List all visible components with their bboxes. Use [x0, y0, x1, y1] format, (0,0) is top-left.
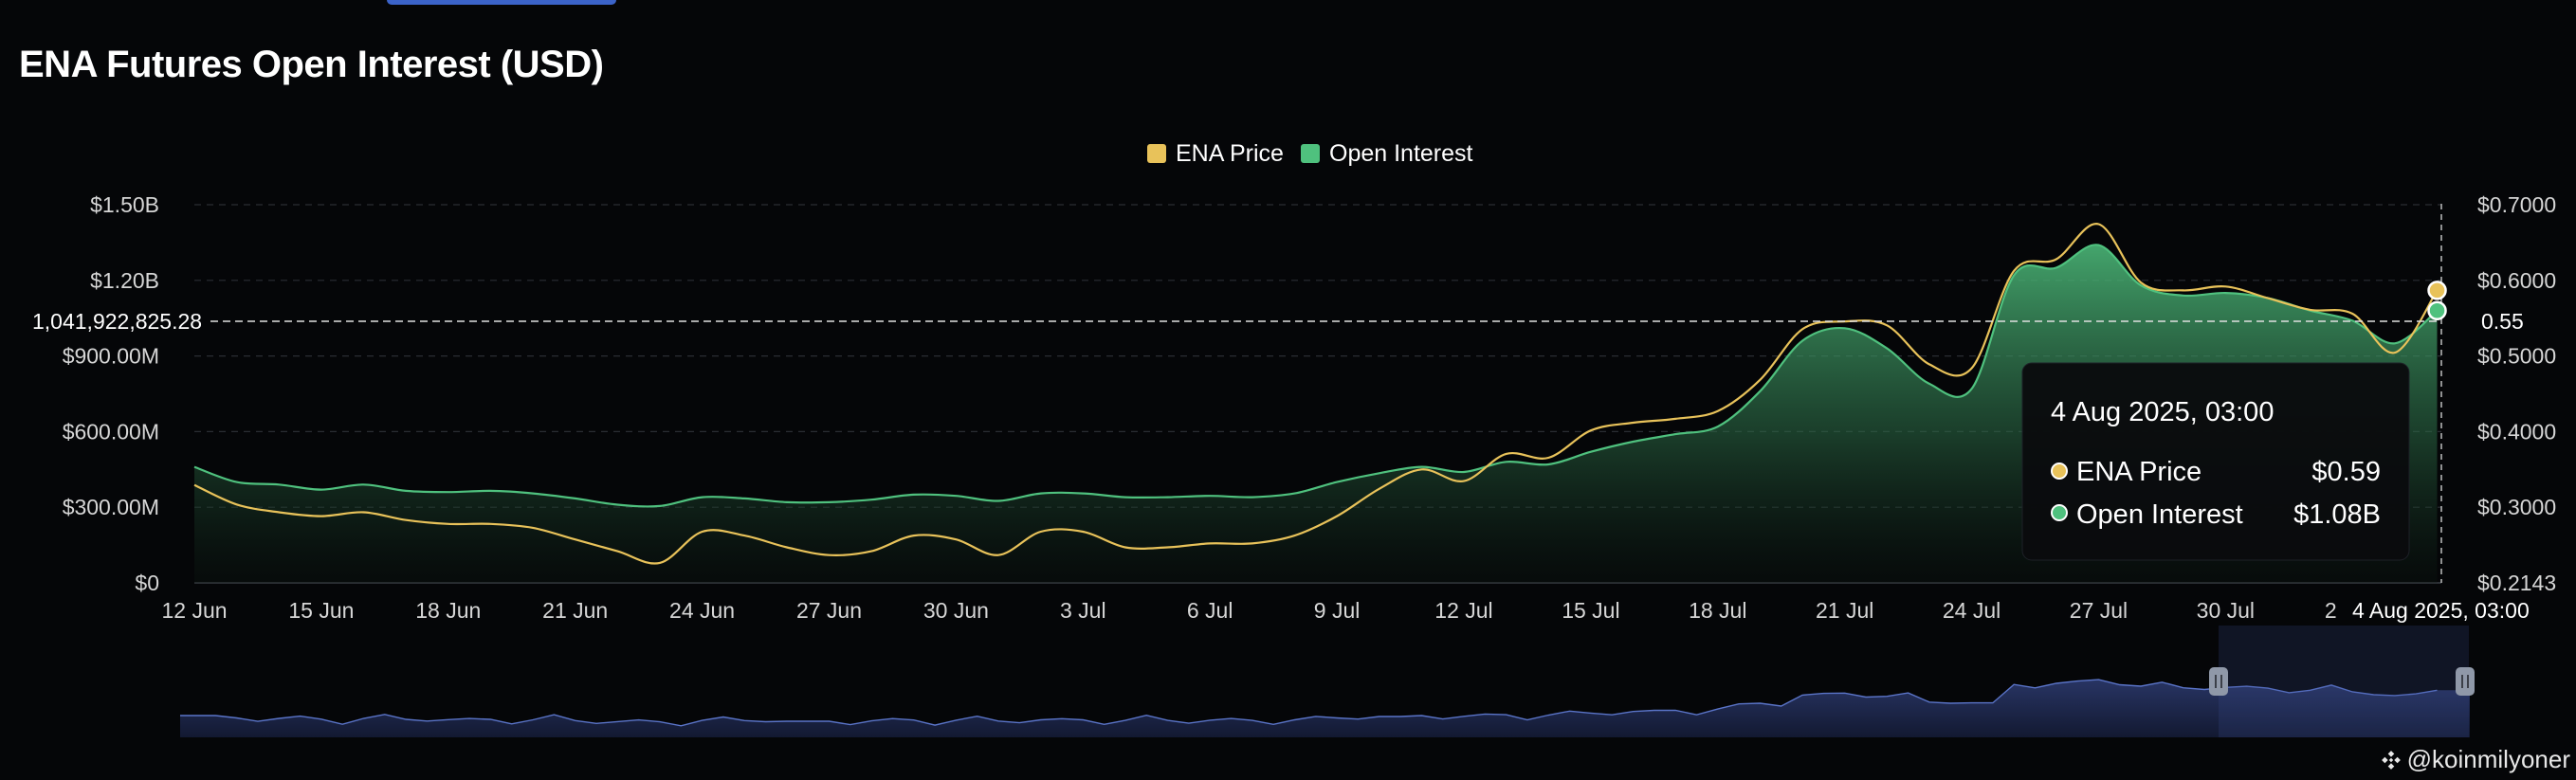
y-right-tick-label: $0.2143 [2477, 571, 2556, 595]
tooltip-label-oi: Open Interest [2076, 499, 2243, 530]
price-marker [2427, 281, 2447, 300]
x-tick-label: 27 Jun [796, 598, 862, 623]
x-tick-label: 9 Jul [1314, 598, 1361, 623]
x-axis: 12 Jun 15 Jun 18 Jun 21 Jun 24 Jun 27 Jun 30 J… [161, 598, 2380, 623]
y-right-tick-label: $0.7000 [2477, 192, 2556, 217]
x-tick-label: 3 Jul [1060, 598, 1106, 623]
navigator-selection[interactable] [2219, 626, 2469, 737]
x-tick-label: 15 Jun [288, 598, 354, 623]
y-axis-left: $0 $300.00M $600.00M $900.00M $1.20B $1.50B [63, 192, 159, 595]
y-axis-right: $0.2143 $0.3000 $0.4000 $0.5000 $0.6000 $0.70… [2477, 192, 2556, 595]
tooltip-date: 4 Aug 2025, 03:00 [2051, 397, 2274, 427]
legend-label-price: ENA Price [1176, 140, 1284, 167]
y-right-tick-label: $0.6000 [2477, 268, 2556, 293]
navigator-line [180, 679, 2438, 727]
x-tick-label: 30 Jun [923, 598, 989, 623]
tooltip-dot-oi [2051, 504, 2068, 521]
x-tick-label: 18 Jun [415, 598, 481, 623]
crosshair-label-x-bg [2340, 594, 2541, 626]
y-left-tick-label: $600.00M [63, 419, 159, 444]
navigator-handle-left[interactable] [2209, 667, 2228, 696]
tooltip-value-price: $0.59 [2311, 457, 2381, 487]
chart-title: ENA Futures Open Interest (USD) [19, 44, 604, 85]
x-tick-label: 6 Jul [1187, 598, 1233, 623]
y-right-tick-label: $0.3000 [2477, 495, 2556, 519]
x-tick-label: 21 Jul [1816, 598, 1873, 623]
watermark-text: @koinmilyoner [2406, 745, 2570, 773]
tooltip-label-price: ENA Price [2076, 457, 2201, 487]
oi-marker [2427, 300, 2447, 320]
open-interest-line [193, 244, 2439, 508]
navigator-handle-right[interactable] [2456, 667, 2475, 696]
y-left-tick-label: $1.50B [90, 192, 159, 217]
y-left-tick-label: $1.20B [90, 268, 159, 293]
x-tick-label: 24 Jun [669, 598, 735, 623]
crosshair-label-right-bg [2465, 305, 2524, 337]
x-tick-label: 24 Jul [1943, 598, 2001, 623]
legend-item-price[interactable]: ENA Price [1147, 140, 1284, 167]
coinglass-logo-icon [2381, 751, 2401, 770]
x-tick-label: 12 Jul [1434, 598, 1492, 623]
crosshair-label-left: 1,041,922,825.28 [32, 309, 202, 334]
top-tab-indicator[interactable] [387, 0, 616, 5]
x-tick-label: 21 Jun [542, 598, 608, 623]
navigator-area [180, 680, 2470, 737]
ena-price-line [193, 223, 2439, 565]
y-right-tick-label: $0.5000 [2477, 344, 2556, 369]
x-tick-label: 18 Jul [1689, 598, 1746, 623]
legend-label-oi: Open Interest [1329, 140, 1473, 167]
crosshair-label-x: 4 Aug 2025, 03:00 [2352, 598, 2530, 623]
watermark: @koinmilyoner [2381, 745, 2570, 774]
legend-swatch-oi [1301, 144, 1320, 163]
legend-item-oi[interactable]: Open Interest [1301, 140, 1473, 167]
x-tick-label: 30 Jul [2197, 598, 2255, 623]
legend-swatch-price [1147, 144, 1166, 163]
x-tick-label: 15 Jul [1562, 598, 1619, 623]
tooltip: 4 Aug 2025, 03:00 ENA Price $0.59 Open I… [2021, 362, 2410, 561]
crosshair-label-left-bg [27, 305, 210, 337]
y-left-tick-label: $0 [135, 571, 159, 595]
range-navigator[interactable] [180, 626, 2475, 737]
crosshair: 1,041,922,825.28 0.55 4 Aug 2025, 03:00 [27, 204, 2541, 626]
legend[interactable]: ENA Price Open Interest [1147, 140, 1473, 167]
tooltip-value-oi: $1.08B [2293, 499, 2381, 530]
x-tick-label: 27 Jul [2070, 598, 2128, 623]
tooltip-dot-price [2051, 463, 2068, 480]
y-left-tick-label: $300.00M [63, 495, 159, 519]
tooltip-bg [2021, 362, 2410, 561]
crosshair-label-right: 0.55 [2481, 309, 2524, 334]
y-left-tick-label: $900.00M [63, 344, 159, 369]
y-right-tick-label: $0.4000 [2477, 419, 2556, 444]
x-tick-label: 12 Jun [161, 598, 227, 623]
open-interest-area [194, 245, 2438, 583]
